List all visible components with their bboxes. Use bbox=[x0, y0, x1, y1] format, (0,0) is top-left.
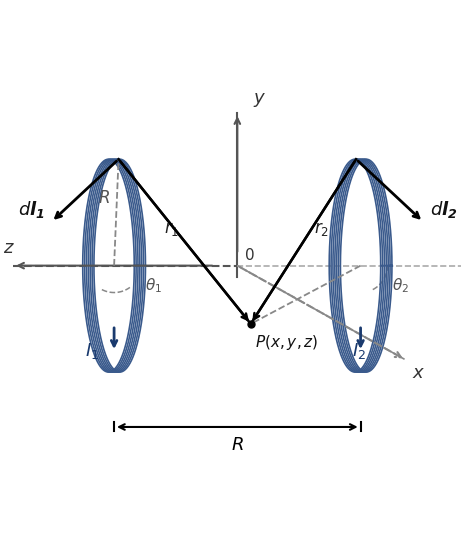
Text: $I_2$: $I_2$ bbox=[352, 342, 365, 362]
Text: $\theta_1$: $\theta_1$ bbox=[146, 277, 163, 295]
Text: $I_1$: $I_1$ bbox=[85, 342, 99, 362]
Text: $\theta_2$: $\theta_2$ bbox=[392, 277, 409, 295]
Text: $y$: $y$ bbox=[253, 91, 266, 109]
Text: $d\bfit{l}_1$: $d\bfit{l}_1$ bbox=[18, 199, 45, 220]
Text: $x$: $x$ bbox=[412, 364, 425, 382]
Text: $d\bfit{l}_2$: $d\bfit{l}_2$ bbox=[430, 199, 458, 220]
Text: $r_1$: $r_1$ bbox=[164, 220, 179, 238]
Text: $R$: $R$ bbox=[231, 436, 244, 454]
Text: $P(x,y,z)$: $P(x,y,z)$ bbox=[255, 333, 319, 352]
Text: $z$: $z$ bbox=[3, 239, 15, 257]
Text: $0$: $0$ bbox=[244, 247, 255, 264]
Text: $r_2$: $r_2$ bbox=[314, 220, 329, 238]
Text: $R$: $R$ bbox=[99, 189, 110, 208]
